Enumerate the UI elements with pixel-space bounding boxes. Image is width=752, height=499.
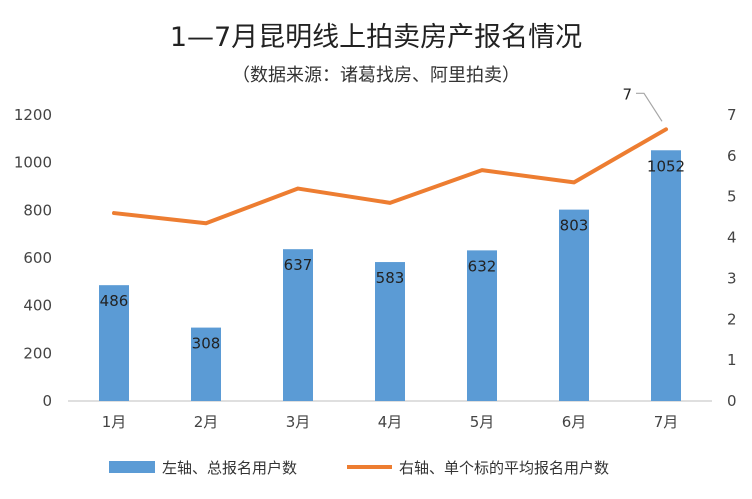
chart-title: 1—7月昆明线上拍卖房产报名情况: [170, 22, 582, 53]
bar-data-label: 632: [468, 257, 497, 275]
right-axis-tick-label: 6: [727, 147, 737, 165]
legend-bar-label: 左轴、总报名用户数: [162, 459, 297, 477]
right-axis-tick-label: 7: [727, 106, 737, 124]
bar-data-label: 486: [100, 292, 129, 310]
legend-bar-swatch: [109, 461, 155, 473]
x-axis-category-label: 3月: [286, 413, 311, 431]
line-callout-label: 7: [622, 85, 632, 103]
right-axis-tick-label: 0: [727, 392, 737, 410]
chart-subtitle: （数据来源：诸葛找房、阿里拍卖）: [232, 65, 520, 86]
line-group: 486 308 637 583 632 803 1052 7: [100, 85, 685, 352]
legend-line-label: 右轴、单个标的平均报名用户数: [399, 459, 609, 477]
left-axis-tick-label: 400: [23, 297, 52, 315]
callout-leader-line: [636, 92, 663, 122]
left-axis-tick-label: 1200: [14, 106, 52, 124]
right-axis-tick-label: 1: [727, 351, 737, 369]
x-axis-category-label: 2月: [194, 413, 219, 431]
x-axis-category-label: 6月: [562, 413, 587, 431]
bar: [375, 262, 405, 401]
x-axis-category-label: 1月: [102, 413, 127, 431]
bar: [559, 209, 589, 401]
bar: [283, 249, 313, 401]
bar-data-label: 308: [192, 335, 221, 353]
bar: [467, 250, 497, 401]
bar-data-label: 803: [560, 217, 589, 235]
right-axis-tick-label: 3: [727, 269, 737, 287]
bar: [191, 327, 221, 401]
right-axis-tick-label: 2: [727, 310, 737, 328]
left-axis-tick-label: 600: [23, 249, 52, 267]
bar-data-label: 1052: [647, 157, 685, 175]
legend-group: 左轴、总报名用户数 右轴、单个标的平均报名用户数: [109, 459, 609, 477]
left-axis-tick-label: 1000: [14, 154, 52, 172]
bars-group: [99, 150, 681, 401]
right-axis-tick-label: 5: [727, 188, 737, 206]
left-axis-tick-label: 200: [23, 344, 52, 362]
x-axis-category-label: 4月: [378, 413, 403, 431]
x-axis-category-label: 7月: [654, 413, 679, 431]
series-line: [112, 127, 668, 226]
left-axis-tick-label: 0: [42, 392, 52, 410]
axes-group: 0 200 400 600 800 1000 1200 0 1 2 3 4 5 6 7 1月 2月 3月 4月 5月 6…: [14, 106, 737, 431]
bar: [99, 285, 129, 401]
x-axis-category-label: 5月: [470, 413, 495, 431]
bar-data-label: 637: [284, 256, 313, 274]
right-axis-tick-label: 4: [727, 229, 737, 247]
bar: [651, 150, 681, 401]
bar-data-label: 583: [376, 269, 405, 287]
left-axis-tick-label: 800: [23, 201, 52, 219]
